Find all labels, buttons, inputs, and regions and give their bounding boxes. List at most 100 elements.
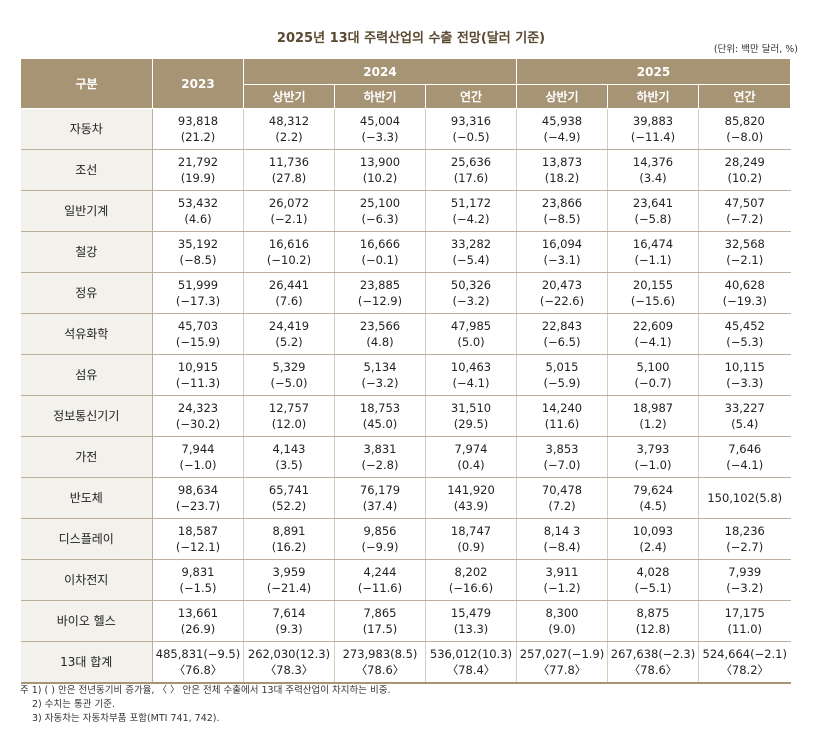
cell-value: 45,004 <box>359 114 401 128</box>
table-cell: 24,419 (5.2) <box>243 313 335 355</box>
table-cell: 18,987 (1.2) <box>607 395 699 437</box>
cell-change: (17.5) <box>362 622 398 636</box>
table-cell: 93,818 (21.2) <box>152 108 244 150</box>
cell-change: (−7.0) <box>543 458 581 472</box>
table-cell: 28,249 (10.2) <box>698 149 791 191</box>
cell-change: (11.0) <box>727 622 763 636</box>
cell-change: (−12.9) <box>357 294 403 308</box>
table-row: 일반기계 53,432 (4.6) 26,072 (−2.1) 25,100 (−6.3) 5… <box>20 190 791 232</box>
table-cell: 70,478 (7.2) <box>516 477 608 519</box>
cell-change: (−2.1) <box>726 253 764 267</box>
table-cell: 39,883 (−11.4) <box>607 108 699 150</box>
cell-change: (−5.0) <box>270 376 308 390</box>
cell-change: (2.2) <box>275 130 303 144</box>
cell-change: (−1.1) <box>634 253 672 267</box>
cell-value: 26,072 <box>268 196 310 210</box>
row-category: 일반기계 <box>20 190 153 232</box>
cell-value: 13,661 <box>177 606 219 620</box>
cell-value: 45,938 <box>541 114 583 128</box>
cell-change: (26.9) <box>180 622 216 636</box>
table-cell: 150,102(5.8) <box>698 477 791 519</box>
table-cell: 8,14 3 (−8.4) <box>516 518 608 560</box>
table-row: 섬유 10,915 (−11.3) 5,329 (−5.0) 5,134 (−3.2) 10,… <box>20 354 791 396</box>
cell-change: (−15.9) <box>175 335 221 349</box>
row-category: 13대 합계 <box>20 641 153 684</box>
table-row: 디스플레이 18,587 (−12.1) 8,891 (16.2) 9,856 (−9.9)… <box>20 518 791 560</box>
cell-change: 〈77.8〉 <box>537 662 587 677</box>
cell-value: 33,282 <box>450 237 492 251</box>
table-cell: 9,856 (−9.9) <box>334 518 426 560</box>
cell-change: (−10.2) <box>266 253 312 267</box>
table-cell: 7,944 (−1.0) <box>152 436 244 478</box>
cell-change: (−0.7) <box>634 376 672 390</box>
cell-change: (−4.1) <box>634 335 672 349</box>
cell-value: 10,463 <box>450 360 492 374</box>
cell-change: (−0.5) <box>452 130 490 144</box>
cell-value: 7,614 <box>272 606 306 620</box>
table-cell: 16,666 (−0.1) <box>334 231 426 273</box>
table-cell: 3,853 (−7.0) <box>516 436 608 478</box>
cell-value: 8,875 <box>636 606 670 620</box>
table-cell: 32,568 (−2.1) <box>698 231 791 273</box>
cell-change: (−2.7) <box>726 540 764 554</box>
cell-value: 16,666 <box>359 237 401 251</box>
table-cell: 85,820 (−8.0) <box>698 108 791 150</box>
cell-value: 10,093 <box>632 524 674 538</box>
cell-value: 35,192 <box>177 237 219 251</box>
row-category: 자동차 <box>20 108 153 150</box>
table-cell: 79,624 (4.5) <box>607 477 699 519</box>
cell-change: (−3.2) <box>361 376 399 390</box>
cell-value: 32,568 <box>724 237 765 251</box>
cell-value: 7,646 <box>728 442 762 456</box>
table-cell: 262,030(12.3) 〈78.3〉 <box>243 641 335 684</box>
cell-change: (−19.3) <box>722 294 767 308</box>
cell-change: (2.4) <box>639 540 667 554</box>
cell-value: 39,883 <box>632 114 674 128</box>
cell-change: (−5.1) <box>634 581 672 595</box>
cell-value: 150,102(5.8) <box>707 491 783 505</box>
cell-change: (−9.9) <box>361 540 399 554</box>
cell-value: 10,915 <box>177 360 219 374</box>
footnote-2: 2) 수치는 통관 기준. <box>32 699 116 710</box>
cell-change: (16.2) <box>271 540 307 554</box>
header-2024: 2024 <box>243 58 517 85</box>
cell-value: 24,419 <box>268 319 310 333</box>
cell-change: (21.2) <box>180 130 216 144</box>
table-row: 이차전지 9,831 (−1.5) 3,959 (−21.4) 4,244 (−11.6) 8… <box>20 559 791 601</box>
table-cell: 23,866 (−8.5) <box>516 190 608 232</box>
table-cell: 5,134 (−3.2) <box>334 354 426 396</box>
cell-change: (−3.3) <box>361 130 399 144</box>
cell-value: 8,202 <box>454 565 488 579</box>
table-row: 정보통신기기 24,323 (−30.2) 12,757 (12.0) 18,753 (45… <box>20 395 791 437</box>
row-category: 석유화학 <box>20 313 153 355</box>
table-cell: 15,479 (13.3) <box>425 600 517 642</box>
row-category: 가전 <box>20 436 153 478</box>
cell-value: 28,249 <box>724 155 765 169</box>
cell-change: 〈78.2〉 <box>720 662 770 677</box>
cell-change: (−16.6) <box>448 581 494 595</box>
table-cell: 10,915 (−11.3) <box>152 354 244 396</box>
cell-change: (18.2) <box>544 171 580 185</box>
cell-value: 4,028 <box>636 565 670 579</box>
cell-value: 8,300 <box>545 606 579 620</box>
table-row: 조선 21,792 (19.9) 11,736 (27.8) 13,900 (10.2) 25… <box>20 149 791 191</box>
cell-value: 53,432 <box>177 196 219 210</box>
footnotes: 주 1) ( ) 안은 전년동기비 증가율, 〈 〉 안은 전체 수출에서 13… <box>20 684 391 726</box>
table-cell: 7,939 (−3.2) <box>698 559 791 601</box>
header-2025-h1: 상반기 <box>516 84 608 109</box>
row-category: 디스플레이 <box>20 518 153 560</box>
cell-value: 8,14 3 <box>543 524 581 538</box>
cell-value: 98,634 <box>177 483 219 497</box>
table-cell: 23,566 (4.8) <box>334 313 426 355</box>
row-category: 반도체 <box>20 477 153 519</box>
cell-value: 14,376 <box>632 155 674 169</box>
table-cell: 21,792 (19.9) <box>152 149 244 191</box>
cell-value: 50,326 <box>450 278 492 292</box>
cell-value: 11,736 <box>268 155 310 169</box>
cell-change: (43.9) <box>453 499 489 513</box>
cell-value: 51,172 <box>450 196 492 210</box>
cell-change: (−11.4) <box>630 130 676 144</box>
table-cell: 10,115 (−3.3) <box>698 354 791 396</box>
cell-change: (5.2) <box>275 335 303 349</box>
header-2025-h2: 하반기 <box>607 84 699 109</box>
